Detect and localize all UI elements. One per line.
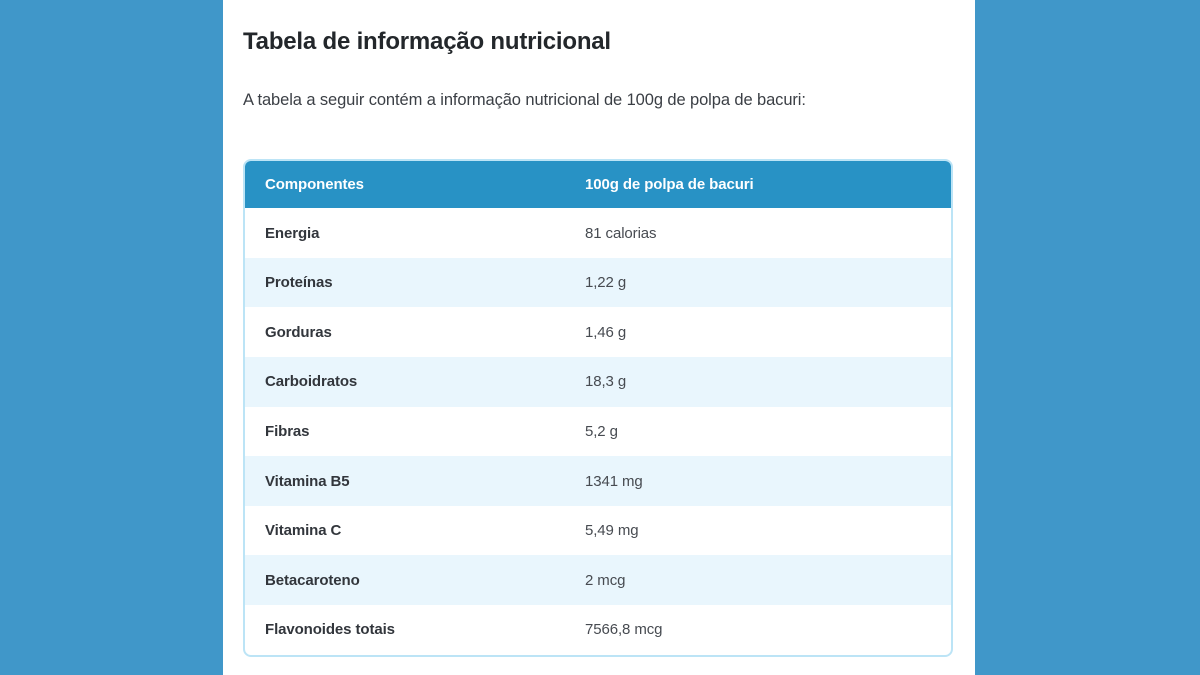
- value-cell: 18,3 g: [585, 373, 627, 391]
- page-title: Tabela de informação nutricional: [243, 28, 611, 55]
- table-row: Energia 81 calorias: [245, 208, 951, 258]
- table-row: Carboidratos 18,3 g: [245, 357, 951, 407]
- table-header-row: Componentes 100g de polpa de bacuri: [245, 161, 951, 209]
- component-cell: Gorduras: [265, 323, 332, 341]
- header-amount: 100g de polpa de bacuri: [585, 176, 754, 194]
- value-cell: 1,22 g: [585, 274, 627, 292]
- nutrition-table: Componentes 100g de polpa de bacuri Ener…: [243, 159, 953, 657]
- table-row: Betacaroteno 2 mcg: [245, 555, 951, 605]
- header-components: Componentes: [265, 176, 364, 194]
- left-blue-panel: [0, 0, 223, 675]
- component-cell: Fibras: [265, 422, 310, 440]
- table-body: Energia 81 calorias Proteínas 1,22 g Gor…: [245, 208, 951, 654]
- table-row: Vitamina C 5,49 mg: [245, 506, 951, 556]
- component-cell: Carboidratos: [265, 373, 358, 391]
- table-row: Vitamina B5 1341 mg: [245, 456, 951, 506]
- intro-text: A tabela a seguir contém a informação nu…: [243, 90, 806, 109]
- value-cell: 5,49 mg: [585, 522, 639, 540]
- component-cell: Flavonoides totais: [265, 621, 395, 639]
- value-cell: 1,46 g: [585, 323, 627, 341]
- table-row: Proteínas 1,22 g: [245, 257, 951, 308]
- component-cell: Betacaroteno: [265, 571, 360, 589]
- value-cell: 2 mcg: [585, 571, 626, 589]
- component-cell: Vitamina C: [265, 522, 342, 540]
- component-cell: Vitamina B5: [265, 472, 350, 490]
- value-cell: 7566,8 mcg: [585, 621, 663, 639]
- value-cell: 81 calorias: [585, 224, 657, 242]
- table-row: Flavonoides totais 7566,8 mcg: [245, 605, 951, 655]
- value-cell: 1341 mg: [585, 472, 643, 490]
- table-row: Fibras 5,2 g: [245, 407, 951, 457]
- right-blue-panel: [975, 0, 1200, 675]
- table-row: Gorduras 1,46 g: [245, 307, 951, 357]
- component-cell: Energia: [265, 224, 320, 242]
- component-cell: Proteínas: [265, 274, 333, 292]
- article-content: Tabela de informação nutricional A tabel…: [223, 0, 975, 675]
- value-cell: 5,2 g: [585, 422, 618, 440]
